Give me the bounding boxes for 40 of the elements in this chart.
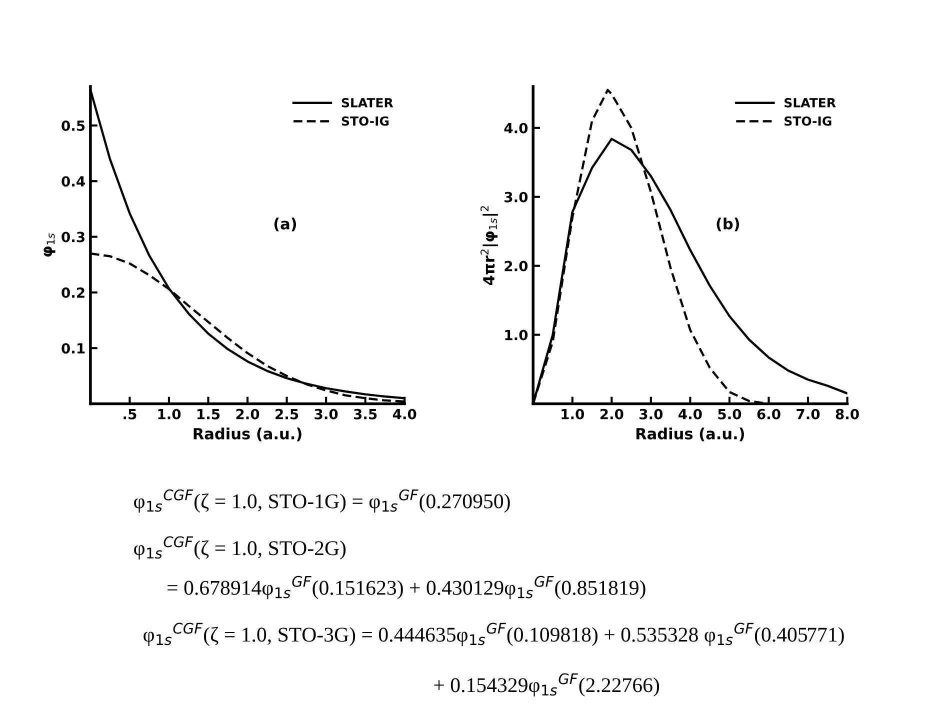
text: φ$_{1s}$$^{CGF}$(ζ = 1.0, STO-3G) = 0.444635φ$_{1s}$$^{GF}$(0.109818) + 0.535328 φ$_{1s}$$^{GF}$(0.405771) [144, 622, 844, 646]
y-axis-title: 4πr$^{2}$|φ$_{1s}$|$^{2}$ [480, 206, 498, 286]
x-tick-label: 1.5 [198, 409, 220, 420]
y-tick-label: 2.0 [504, 260, 528, 272]
text: φ$_{1s}$$^{CGF}$(ζ = 1.0, STO-2G) [134, 536, 346, 560]
x-tick-label: 4.0 [678, 408, 702, 420]
x-tick-label: 2.5 [276, 408, 298, 420]
annotation: (b) [716, 218, 740, 232]
x-axis-title: Radius (a.u.) [636, 428, 744, 442]
y-tick-label: 1.0 [505, 330, 528, 340]
y-tick-label: 4.0 [504, 122, 528, 134]
x-tick-label: 2.0 [236, 408, 260, 420]
x-tick-label: 1.0 [562, 408, 584, 420]
text: φ$_{1s}$$^{CGF}$(ζ = 1.0, STO-1G) = φ$_{1s}$$^{GF}$(0.270950) [134, 489, 510, 513]
legend-label: STO-IG [342, 116, 389, 126]
x-tick-label: .5 [124, 409, 136, 420]
legend-label: SLATER [342, 98, 394, 108]
y-tick-label: 3.0 [504, 192, 528, 202]
y-axis-title: φ$_{1s}$ [44, 233, 56, 257]
x-tick-label: 8.0 [836, 408, 859, 420]
y-tick-label: 0.4 [62, 176, 85, 187]
x-tick-label: 4.0 [392, 408, 416, 420]
y-tick-label: 0.3 [62, 232, 84, 242]
annotation: (a) [274, 218, 296, 232]
x-tick-label: 1.0 [158, 408, 181, 420]
x-tick-label: 7.0 [796, 408, 820, 420]
x-tick-label: 6.0 [757, 408, 780, 420]
y-tick-label: 0.5 [62, 120, 85, 131]
y-tick-label: 0.2 [62, 287, 84, 298]
x-axis-title: Radius (a.u.) [194, 428, 302, 442]
x-tick-label: 3.5 [354, 408, 377, 420]
text: + 0.154329φ$_{1s}$$^{GF}$(2.22766) [434, 673, 660, 696]
text: = 0.678914φ$_{1s}$$^{GF}$(0.151623) + 0.430129φ$_{1s}$$^{GF}$(0.851819) [168, 576, 646, 600]
x-tick-label: 3.0 [640, 408, 663, 420]
y-tick-label: 0.1 [62, 343, 85, 354]
x-tick-label: 3.0 [314, 408, 338, 420]
x-tick-label: 2.0 [600, 408, 624, 420]
legend-label: STO-IG [784, 116, 832, 126]
x-tick-label: 5.0 [718, 408, 742, 420]
legend-label: SLATER [784, 98, 836, 108]
